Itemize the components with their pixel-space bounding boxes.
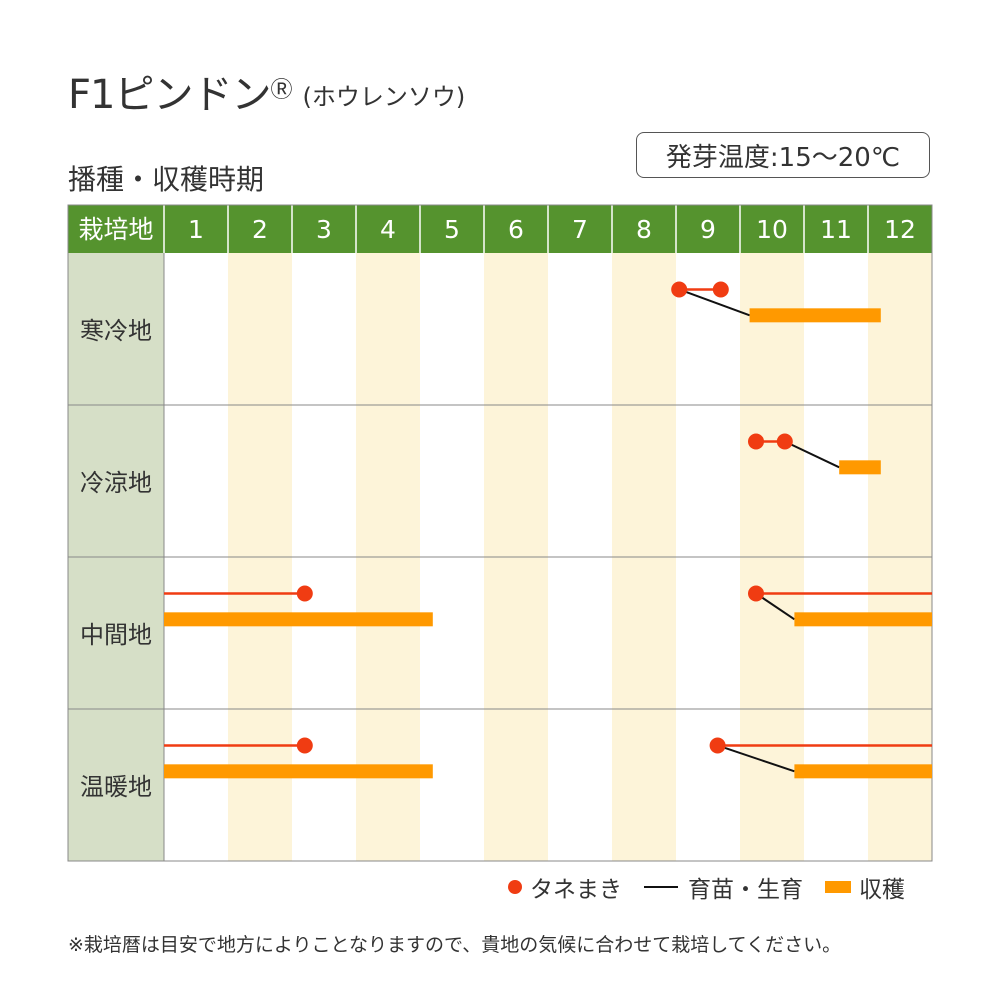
growing-line: [717, 744, 795, 773]
legend-item-growing: 育苗・生育: [644, 870, 803, 904]
harvest-bar: [164, 764, 433, 779]
legend-label-harvest: 収穫: [859, 877, 905, 903]
sowing-point: [296, 737, 313, 754]
registered-mark: Ⓡ: [270, 78, 293, 103]
product-name: F1ピンドン: [68, 72, 271, 118]
harvest-bar: [839, 460, 881, 475]
region-label: 寒冷地: [80, 317, 152, 345]
month-header-6: 6: [508, 215, 524, 244]
sowing-point: [671, 281, 688, 298]
sowing-point: [709, 737, 726, 754]
month-header-12: 12: [884, 215, 916, 244]
month-header-7: 7: [572, 215, 588, 244]
sowing-point: [776, 433, 793, 450]
growing-line: [784, 440, 840, 469]
month-header-5: 5: [444, 215, 460, 244]
month-header-4: 4: [380, 215, 396, 244]
month-header-9: 9: [700, 215, 716, 244]
sowing-point: [296, 585, 313, 602]
header-label-region: 栽培地: [78, 215, 153, 244]
footnote: ※栽培暦は目安で地方によりことなりますので、貴地の気候に合わせて栽培してください…: [68, 934, 842, 956]
legend-item-sowing: タネまき: [508, 870, 622, 904]
page-title: F1ピンドンⓇ (ホウレンソウ): [68, 62, 465, 120]
month-header-10: 10: [756, 215, 788, 244]
growing-line: [678, 288, 750, 317]
germination-temperature-badge: 発芽温度:15〜20℃: [636, 132, 930, 178]
region-label: 温暖地: [80, 773, 152, 801]
header-background: [68, 205, 932, 253]
harvest-bar: [164, 612, 433, 627]
growing-line-icon: [644, 886, 678, 888]
sowing-point: [748, 585, 764, 602]
month-header-11: 11: [820, 215, 852, 244]
month-header-2: 2: [252, 215, 268, 244]
harvest-bar-icon: [825, 881, 851, 893]
month-header-1: 1: [188, 215, 204, 244]
product-subtitle: (ホウレンソウ): [302, 83, 466, 111]
chart-legend: タネまき 育苗・生育 収穫: [508, 870, 905, 904]
legend-item-harvest: 収穫: [825, 870, 905, 904]
section-title: 播種・収穫時期: [68, 163, 265, 196]
harvest-bar: [794, 764, 932, 779]
region-label: 冷涼地: [80, 469, 152, 497]
legend-label-growing: 育苗・生育: [688, 877, 803, 903]
month-header-8: 8: [636, 215, 652, 244]
harvest-bar: [794, 612, 932, 627]
legend-label-sowing: タネまき: [530, 877, 622, 903]
sowing-point: [712, 281, 729, 298]
sowing-dot-icon: [508, 880, 522, 894]
region-label: 中間地: [80, 621, 152, 649]
chart-border: [67, 204, 933, 862]
sowing-point: [748, 433, 764, 450]
harvest-bar: [749, 308, 881, 323]
month-header-3: 3: [316, 215, 332, 244]
